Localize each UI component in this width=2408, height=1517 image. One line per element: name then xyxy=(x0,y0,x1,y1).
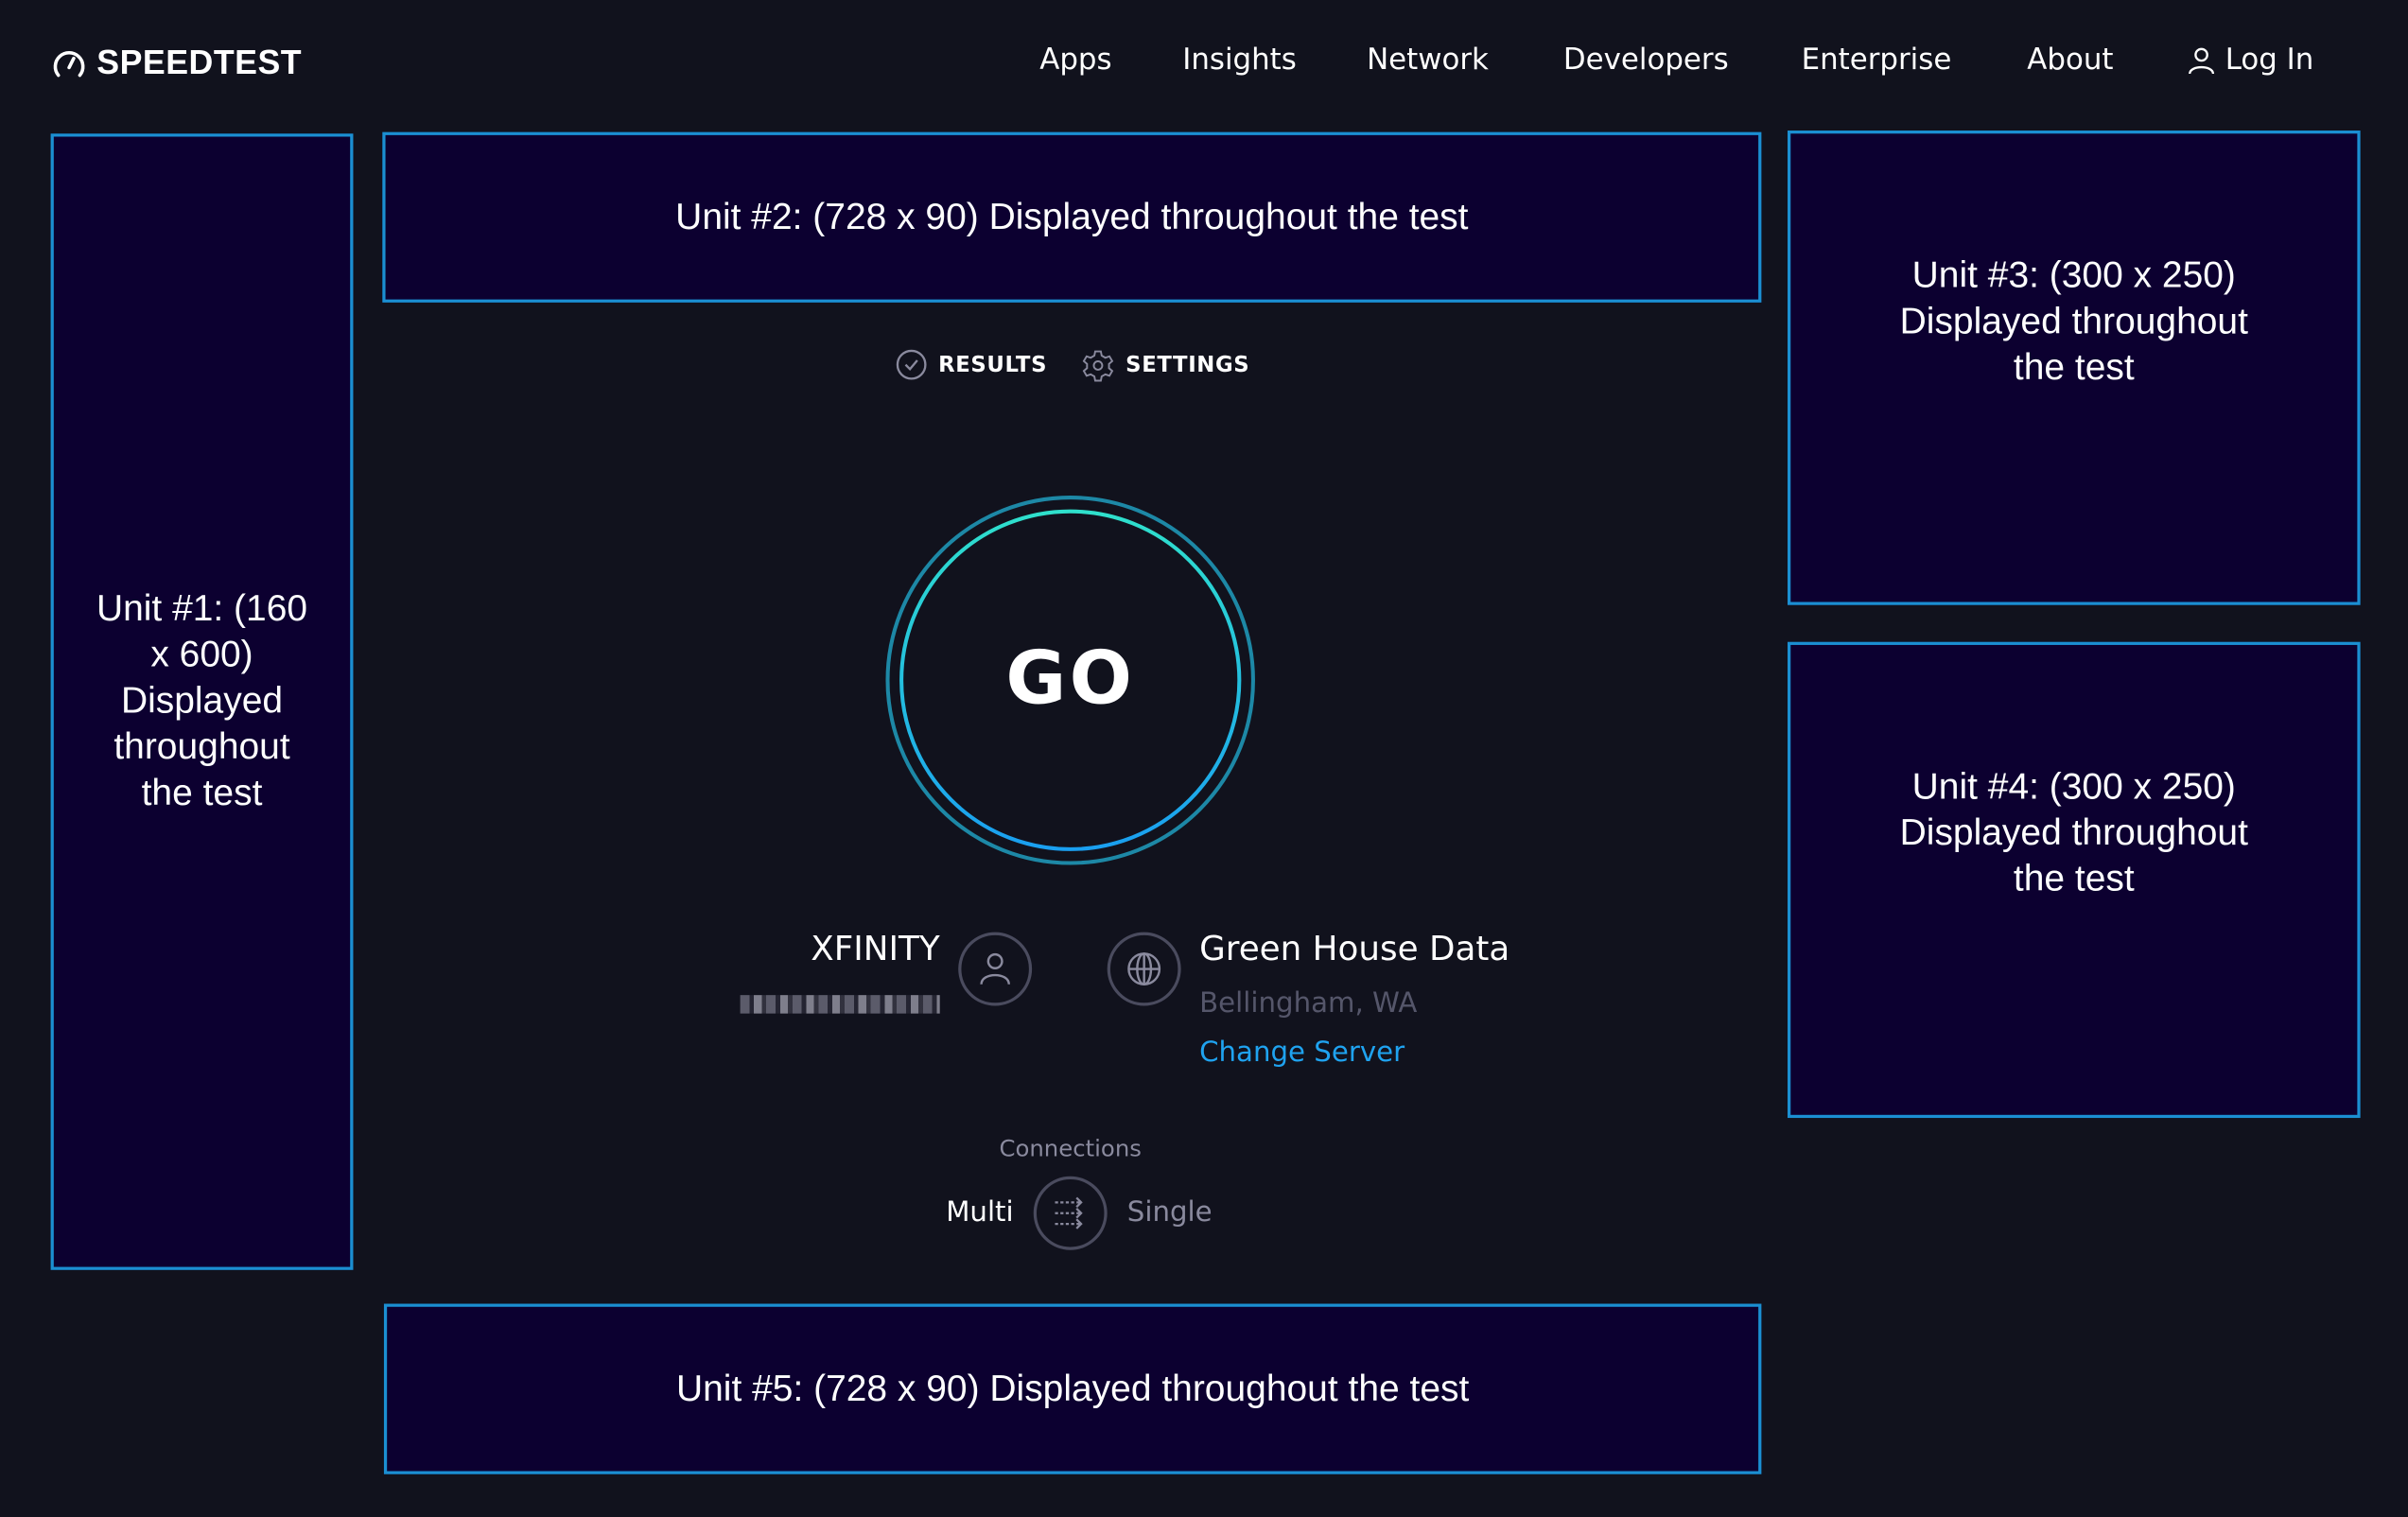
ad-unit-5-text: Unit #5: (728 x 90) Displayed throughout… xyxy=(675,1367,1470,1409)
change-server-link[interactable]: Change Server xyxy=(1199,1036,1405,1070)
server-globe-button[interactable] xyxy=(1107,932,1181,1006)
connections-single[interactable]: Single xyxy=(1126,1195,1213,1229)
ad-unit-2-text: Unit #2: (728 x 90) Displayed throughout… xyxy=(675,196,1469,237)
user-icon xyxy=(2189,46,2215,74)
multi-arrows-icon xyxy=(1055,1196,1083,1229)
user-icon xyxy=(980,952,1010,985)
ad-unit-1-text: Unit #1: (160 x 600) Displayed throughou… xyxy=(96,587,308,814)
check-circle-icon xyxy=(896,349,927,380)
speedtest-logo[interactable]: SPEEDTEST xyxy=(51,43,303,82)
ad-unit-4-text: Unit #4: (300 x 250) Displayed throughou… xyxy=(1899,766,2248,900)
nav-developers[interactable]: Developers xyxy=(1562,43,1729,78)
nav-about[interactable]: About xyxy=(2027,43,2114,78)
logo-text: SPEEDTEST xyxy=(96,43,303,82)
nav-enterprise[interactable]: Enterprise xyxy=(1801,43,1952,78)
tab-settings[interactable]: SETTINGS xyxy=(1081,349,1249,383)
tab-results[interactable]: RESULTS xyxy=(896,349,1047,381)
ad-unit-5[interactable]: Unit #5: (728 x 90) Displayed throughout… xyxy=(383,1303,1762,1474)
ip-address-redacted xyxy=(740,995,940,1014)
ad-unit-1[interactable]: Unit #1: (160 x 600) Displayed throughou… xyxy=(50,133,354,1270)
ad-unit-4[interactable]: Unit #4: (300 x 250) Displayed throughou… xyxy=(1787,641,2361,1119)
ad-unit-2[interactable]: Unit #2: (728 x 90) Displayed throughout… xyxy=(382,131,1762,303)
go-button[interactable]: GO xyxy=(884,495,1256,866)
server-location: Bellingham, WA xyxy=(1199,987,1418,1020)
isp-name: XFINITY xyxy=(811,930,940,969)
go-label: GO xyxy=(1005,636,1136,723)
gear-icon xyxy=(1082,350,1114,382)
speedometer-icon xyxy=(53,51,85,78)
tab-settings-label: SETTINGS xyxy=(1125,353,1250,378)
tab-results-label: RESULTS xyxy=(938,352,1048,377)
nav-insights[interactable]: Insights xyxy=(1182,43,1297,78)
nav-network[interactable]: Network xyxy=(1367,43,1489,78)
server-name: Green House Data xyxy=(1199,930,1510,969)
globe-icon xyxy=(1127,952,1161,986)
nav-apps[interactable]: Apps xyxy=(1039,43,1112,78)
connections-toggle[interactable] xyxy=(1033,1176,1108,1250)
ad-unit-3-text: Unit #3: (300 x 250) Displayed throughou… xyxy=(1899,253,2248,388)
connections-multi[interactable]: Multi xyxy=(946,1195,1014,1229)
isp-user-icon-button[interactable] xyxy=(958,932,1033,1006)
ad-unit-3[interactable]: Unit #3: (300 x 250) Displayed throughou… xyxy=(1787,131,2361,605)
connections-label: Connections xyxy=(999,1134,1142,1163)
login-label: Log In xyxy=(2225,43,2314,78)
go-button-rings xyxy=(885,496,1255,865)
login-link[interactable]: Log In xyxy=(2187,43,2313,77)
